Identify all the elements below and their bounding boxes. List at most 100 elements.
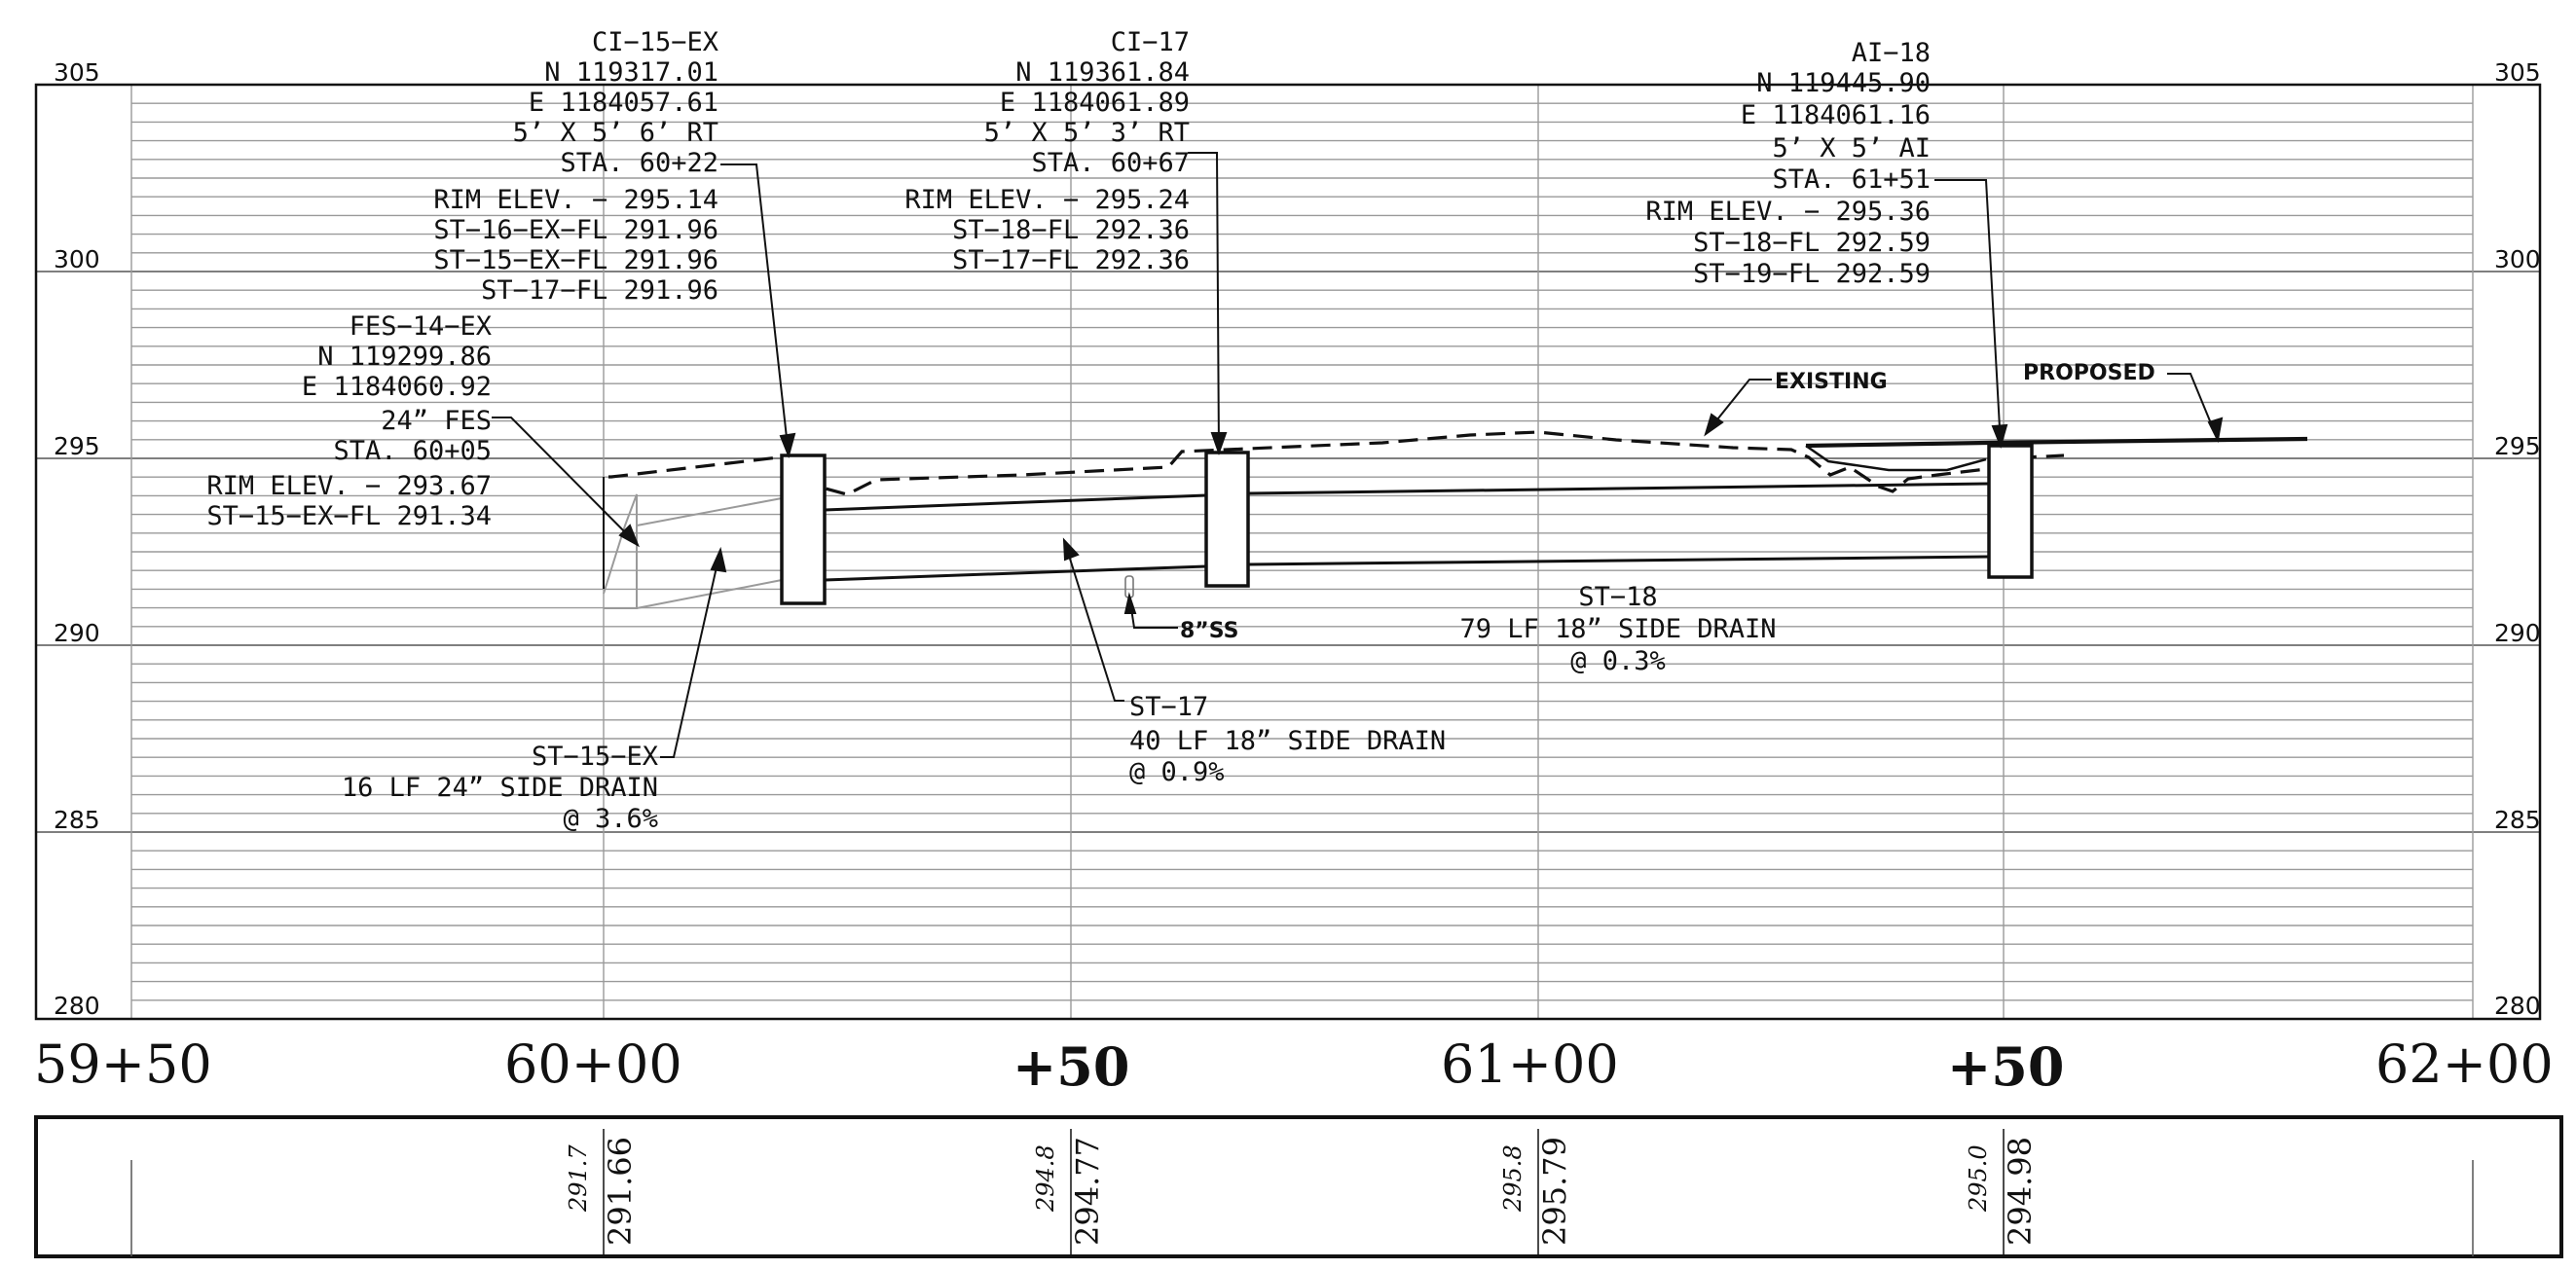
leader-lines [492,152,2224,758]
ground-lines [608,430,2308,496]
fes14-line-7: ST−15−EX−FL 291.34 [206,501,492,531]
st15-label-block: ST−15−EX 16 LF 24” SIDE DRAIN @ 3.6% [342,742,658,834]
fes14-line-5: STA. 60+05 [333,436,492,466]
st18-line-2: 79 LF 18” SIDE DRAIN [1459,614,1776,644]
ai18-label-block: AI−18 N 119445.90 E 1184061.16 5’ X 5’ A… [1645,38,1931,289]
station-axis: 59+50 60+00 +50 61+00 +50 62+00 [34,1034,2554,1098]
profile-frame [34,83,2542,1021]
proposed-ground-line [1805,436,2308,449]
ci17-line-1: CI−17 [1111,27,1190,57]
existing-callout: EXISTING [1775,370,1888,394]
leader-st17-arrow [1062,537,1080,562]
leader-st17 [1063,539,1124,702]
strip-existing-60-00: 291.7 [565,1144,592,1213]
leader-ai18-arrow [1991,423,2008,450]
elev-label-305-right: 305 [2494,58,2541,87]
leader-fes14-arrow [618,524,640,548]
st15-line-3: @ 3.6% [563,804,658,834]
structures [780,444,2034,605]
fes14-line-1: FES−14−EX [350,311,492,342]
ci17-line-5: STA. 60+67 [1031,148,1190,178]
ci15-line-3: E 1184057.61 [529,88,718,118]
leader-st15-arrow [710,546,727,573]
st17-line-2: 40 LF 18” SIDE DRAIN [1129,726,1446,756]
ci17-label-block: CI−17 N 119361.84 E 1184061.89 5’ X 5’ 3… [904,27,1190,275]
leader-proposed-arrow [2207,417,2224,444]
ai18-line-2: N 119445.90 [1756,68,1931,98]
strip-proposed-60-50: 294.77 [1069,1137,1106,1246]
leader-ci15-arrow [779,432,796,459]
pipe-st17-top [824,493,1207,512]
elev-label-295-left: 295 [54,432,100,460]
elev-label-280-left: 280 [54,992,100,1020]
elevation-strip-frame [34,1115,2563,1258]
strip-proposed-61-50: 294.98 [2002,1137,2039,1246]
strip-proposed-61-00: 295.79 [1536,1137,1573,1246]
pipe-st18-top [1247,482,1990,495]
elev-label-305-left: 305 [54,58,100,87]
elevation-strip: 291.7 291.66 294.8 294.77 295.8 295.79 2… [34,1115,2563,1258]
station-label-60-00: 60+00 [504,1034,682,1095]
st17-line-1: ST−17 [1129,692,1208,722]
fes14-line-3: E 1184060.92 [302,372,492,402]
ai18-line-8: ST−19−FL 292.59 [1693,259,1931,289]
leader-fes14 [492,417,639,546]
st15-line-1: ST−15−EX [532,742,658,772]
fes14-line-6: RIM ELEV. − 293.67 [206,471,492,501]
elev-label-295-right: 295 [2494,432,2541,460]
leader-ci17-arrow [1210,432,1228,456]
ai18-line-6: RIM ELEV. − 295.36 [1645,197,1931,227]
ci17-line-7: ST−18−FL 292.36 [952,215,1190,245]
leader-proposed [2167,373,2219,441]
strip-proposed-60-00: 291.66 [602,1137,639,1246]
ai18-line-1: AI−18 [1852,38,1931,68]
leader-existing-arrow [1704,413,1724,437]
leader-8ss-arrow [1123,592,1137,614]
station-label-59-50: 59+50 [34,1034,212,1095]
elev-label-300-left: 300 [54,245,100,273]
leader-ci17 [1188,152,1220,454]
leader-ai18 [1934,179,2002,447]
station-label-62-00: 62+00 [2375,1034,2554,1095]
st18-line-1: ST−18 [1578,582,1657,612]
ci17-line-8: ST−17−FL 292.36 [952,245,1190,275]
elev-label-300-right: 300 [2494,245,2541,273]
pipe-st15-top [636,497,783,526]
st17-line-3: @ 0.9% [1129,757,1225,787]
ci15-line-9: ST−17−FL 291.96 [481,275,718,306]
pipe-st15-bottom [636,579,783,609]
elev-label-285-right: 285 [2494,806,2541,834]
pipe-st18-bottom [1247,555,1990,566]
ci15-line-8: ST−15−EX−FL 291.96 [433,245,718,275]
ci15-line-4: 5’ X 5’ 6’ RT [513,118,718,148]
existing-ground-line [608,430,2065,496]
st18-label-block: ST−18 79 LF 18” SIDE DRAIN @ 0.3% [1459,582,1776,676]
proposed-callout: PROPOSED [2023,361,2155,385]
ai18-line-4: 5’ X 5’ AI [1772,133,1931,163]
strip-existing-60-50: 294.8 [1032,1144,1059,1213]
station-label-61-00: 61+00 [1441,1034,1619,1095]
fes-end-section [603,493,638,609]
leader-ci15 [720,163,790,456]
storm-pipes [603,477,1990,609]
ci15-line-7: ST−16−EX−FL 291.96 [433,215,718,245]
ci15-line-5: STA. 60+22 [560,148,718,178]
profile-grid [36,84,2540,1020]
pipe-st17-bottom [824,564,1207,582]
structure-ai18 [1987,444,2034,579]
fes14-line-4: 24” FES [381,406,492,436]
sanitary-callout: 8”SS [1180,619,1238,643]
fes14-label-block: FES−14−EX N 119299.86 E 1184060.92 24” F… [206,311,492,531]
ai18-line-3: E 1184061.16 [1741,100,1931,130]
ci17-line-3: E 1184061.89 [1000,88,1190,118]
elev-label-285-left: 285 [54,806,100,834]
st17-label-block: ST−17 40 LF 18” SIDE DRAIN @ 0.9% [1129,692,1446,787]
leader-8ss [1128,595,1178,629]
strip-existing-61-00: 295.8 [1499,1144,1527,1213]
st18-line-3: @ 0.3% [1570,646,1666,676]
proposed-grade-break [1805,444,1987,472]
ai18-line-5: STA. 61+51 [1772,164,1931,195]
structure-ci15 [780,454,827,605]
ai18-line-7: ST−18−FL 292.59 [1693,228,1931,258]
